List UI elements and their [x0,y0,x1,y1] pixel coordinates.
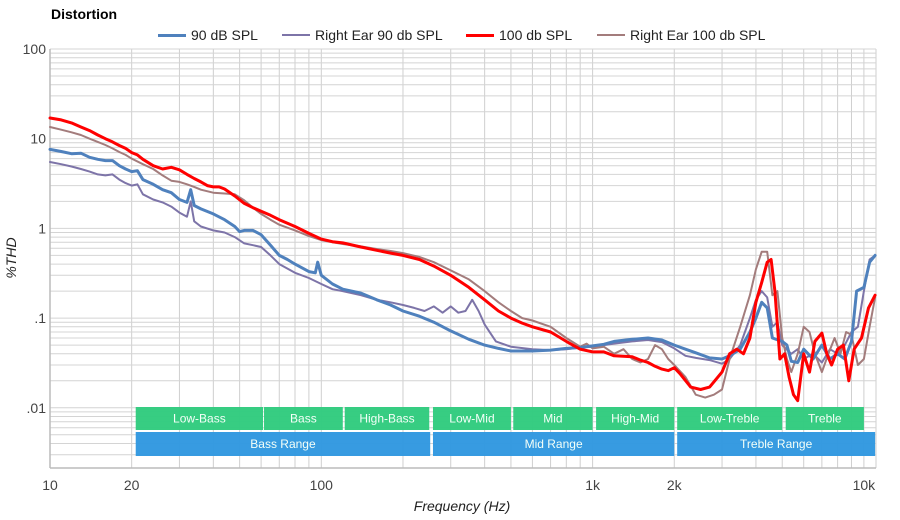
x-tick-label: 10k [853,477,877,493]
band-low-mid-bar [432,407,511,430]
series-line-right-ear-100-db-spl [49,126,877,399]
legend-swatch [282,34,310,36]
x-tick-label: 2k [667,477,683,493]
range-mid-range-bar [432,432,675,456]
band-low-treble-label: Low-Treble [700,412,760,426]
chart-title: Distortion [51,6,118,22]
band-treble-label: Treble [808,412,842,426]
band-low-mid-label: Low-Mid [449,412,494,426]
band-high-bass-bar [344,407,430,430]
band-treble-bar [785,407,864,430]
range-treble-range-bar [677,432,876,456]
y-tick-label: .1 [34,310,46,326]
band-low-treble-bar [677,407,783,430]
legend-item[interactable]: Right Ear 100 db SPL [597,27,765,43]
frequency-bands: Low-Bass Bass High-Bass Low-Mid Mid High-Mid L… [135,407,876,456]
series-line-90-db-spl [48,147,877,364]
series-line-right-ear-90-db-spl [49,161,877,365]
legend-label: 100 db SPL [499,27,573,43]
legend-swatch [597,34,625,36]
tick-labels: 10 20 100 1k 2k 10k 100 10 1 .1 .01 [23,41,877,493]
series-line-100-db-spl [48,116,877,403]
band-high-mid-bar [596,407,675,430]
grid [49,48,877,469]
legend-item[interactable]: 100 db SPL [466,27,572,43]
range-bass-range-label: Bass Range [250,437,316,451]
y-axis-label: %THD [3,237,19,278]
range-mid-range-label: Mid Range [525,437,583,451]
legend-label: 90 dB SPL [191,27,258,43]
x-tick-label: 10 [42,477,58,493]
range-bass-range-bar [135,432,431,456]
band-low-bass-bar [135,407,264,430]
legend-item[interactable]: 90 dB SPL [158,27,258,43]
band-mid-bar [513,407,593,430]
band-mid-label: Mid [543,412,562,426]
legend-label: Right Ear 100 db SPL [630,27,766,43]
legend-item[interactable]: Right Ear 90 db SPL [282,27,443,43]
legend-label: Right Ear 90 db SPL [315,27,443,43]
band-low-bass-label: Low-Bass [173,412,226,426]
x-axis-label: Frequency (Hz) [414,498,510,514]
x-tick-label: 20 [124,477,140,493]
series-lines [48,116,877,403]
band-bass-label: Bass [290,412,317,426]
legend-swatch [466,33,494,37]
x-tick-label: 1k [585,477,601,493]
y-tick-label: 10 [30,131,46,147]
x-tick-label: 100 [310,477,334,493]
band-bass-bar [264,407,343,430]
range-treble-range-label: Treble Range [740,437,813,451]
band-high-mid-label: High-Mid [611,412,659,426]
legend: 90 dB SPL Right Ear 90 db SPL 100 db SPL Ri… [0,27,900,45]
y-tick-label: 1 [38,220,46,236]
y-tick-label: 100 [23,41,47,57]
y-tick-label: .01 [27,400,47,416]
legend-swatch [158,33,186,37]
band-high-bass-label: High-Bass [359,412,414,426]
